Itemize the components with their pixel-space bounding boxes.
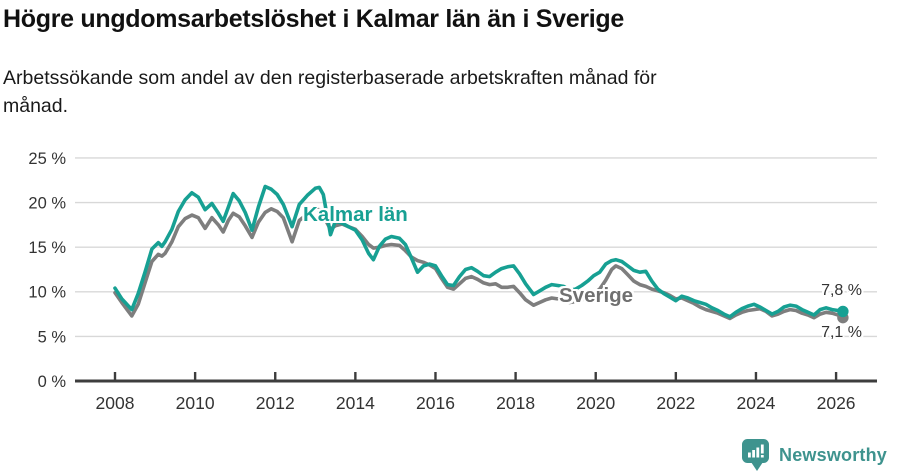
x-tick-label: 2018 xyxy=(496,393,535,413)
x-tick-label: 2020 xyxy=(576,393,615,413)
newsworthy-logo-text: Newsworthy xyxy=(779,444,888,465)
x-tick-label: 2026 xyxy=(817,393,856,413)
series-line-kalmar xyxy=(113,184,845,319)
series-label-sverige: Sverige xyxy=(559,284,634,307)
y-tick-label: 10 % xyxy=(28,284,66,302)
y-tick-label: 20 % xyxy=(28,195,66,213)
series-line-sverige xyxy=(113,207,845,321)
y-tick-label: 0 % xyxy=(38,373,67,391)
chart-title: Högre ungdomsarbetslöshet i Kalmar län ä… xyxy=(3,5,624,33)
x-tick-label: 2022 xyxy=(656,393,695,413)
newsworthy-logo-icon xyxy=(742,439,769,471)
x-tick-label: 2024 xyxy=(736,393,775,413)
end-value-label-kalmar: 7,8 % xyxy=(821,282,862,299)
x-tick-label: 2010 xyxy=(176,393,215,413)
y-tick-label: 5 % xyxy=(38,328,67,346)
x-tick-label: 2014 xyxy=(336,393,375,413)
newsworthy-logo: Newsworthy xyxy=(740,438,887,472)
chart-subtitle: Arbetssökande som andel av den registerb… xyxy=(3,64,657,120)
y-tick-label: 15 % xyxy=(28,239,66,257)
chart-subtitle-line2: månad. xyxy=(3,95,69,117)
x-tick-label: 2008 xyxy=(96,393,135,413)
chart-subtitle-line1: Arbetssökande som andel av den registerb… xyxy=(3,67,657,89)
x-tick-label: 2012 xyxy=(256,393,295,413)
x-tick-label: 2016 xyxy=(416,393,455,413)
y-tick-label: 25 % xyxy=(28,150,66,168)
end-value-label-sverige: 7,1 % xyxy=(821,324,862,341)
series-label-kalmar: Kalmar län xyxy=(303,203,408,226)
series-end-dot-kalmar xyxy=(837,305,849,318)
